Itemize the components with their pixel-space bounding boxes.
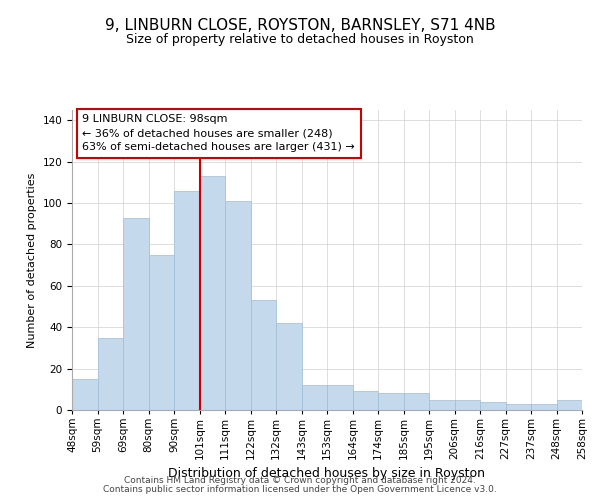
Bar <box>505 404 531 410</box>
Text: 9, LINBURN CLOSE, ROYSTON, BARNSLEY, S71 4NB: 9, LINBURN CLOSE, ROYSTON, BARNSLEY, S71… <box>104 18 496 32</box>
Bar <box>123 218 149 410</box>
Bar <box>72 379 97 410</box>
Bar <box>404 394 429 410</box>
Bar <box>480 402 505 410</box>
Text: Contains public sector information licensed under the Open Government Licence v3: Contains public sector information licen… <box>103 485 497 494</box>
Bar <box>276 323 302 410</box>
Bar <box>353 392 378 410</box>
Bar <box>225 201 251 410</box>
Bar <box>149 255 174 410</box>
Bar <box>557 400 582 410</box>
Bar <box>302 385 327 410</box>
Bar <box>251 300 276 410</box>
X-axis label: Distribution of detached houses by size in Royston: Distribution of detached houses by size … <box>169 468 485 480</box>
Text: Size of property relative to detached houses in Royston: Size of property relative to detached ho… <box>126 32 474 46</box>
Bar <box>174 190 199 410</box>
Bar <box>429 400 455 410</box>
Bar <box>455 400 480 410</box>
Bar <box>327 385 353 410</box>
Text: 9 LINBURN CLOSE: 98sqm
← 36% of detached houses are smaller (248)
63% of semi-de: 9 LINBURN CLOSE: 98sqm ← 36% of detached… <box>82 114 355 152</box>
Bar <box>531 404 557 410</box>
Bar <box>199 176 225 410</box>
Y-axis label: Number of detached properties: Number of detached properties <box>27 172 37 348</box>
Bar <box>97 338 123 410</box>
Text: Contains HM Land Registry data © Crown copyright and database right 2024.: Contains HM Land Registry data © Crown c… <box>124 476 476 485</box>
Bar <box>378 394 404 410</box>
